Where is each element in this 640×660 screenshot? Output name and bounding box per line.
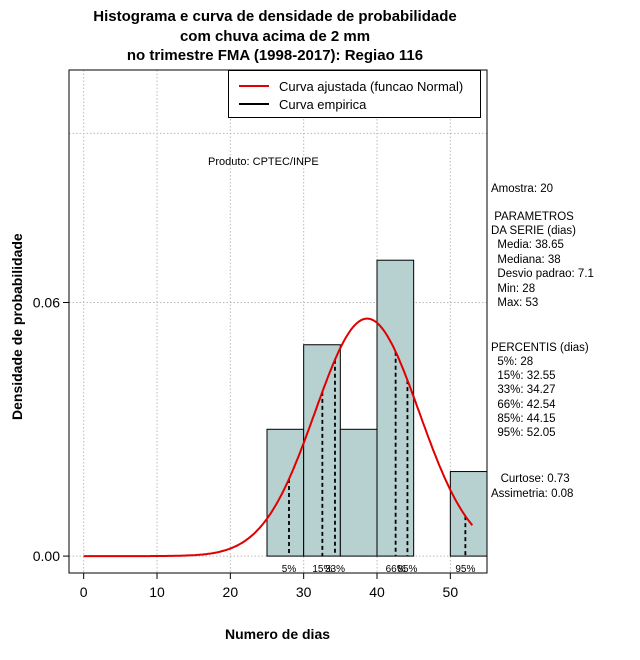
percentile-label-95%: 95% — [455, 564, 475, 575]
x-tick-label-2: 20 — [223, 584, 239, 600]
normal-fit-curve — [83, 317, 474, 558]
stat-mediana: Mediana: 38 — [491, 254, 561, 266]
stat-p15: 15%: 32.55 — [491, 370, 556, 382]
percentile-label-33%: 33% — [325, 564, 345, 575]
stat-p66: 66%: 42.54 — [491, 399, 556, 411]
x-tick-label-0: 0 — [80, 584, 88, 600]
stat-assimetria: Assimetria: 0.08 — [491, 488, 574, 500]
percentile-label-85%: 85% — [397, 564, 417, 575]
stat-curtose: Curtose: 0.73 — [491, 473, 570, 485]
product-credit: Produto: CPTEC/INPE — [208, 156, 319, 168]
percentile-label-66%: 66% — [386, 564, 406, 575]
stat-p33: 33%: 34.27 — [491, 384, 556, 396]
stat-p95: 95%: 52.05 — [491, 427, 556, 439]
stat-max: Max: 53 — [491, 297, 539, 309]
x-tick-label-1: 10 — [149, 584, 165, 600]
legend: Curva ajustada (funcao Normal) Curva emp… — [228, 70, 481, 118]
legend-label-empirical: Curva empirica — [279, 96, 367, 112]
y-tick-label-1: 0.06 — [33, 294, 60, 310]
stat-param-title2: DA SERIE (dias) — [491, 225, 576, 237]
stat-p85: 85%: 44.15 — [491, 413, 556, 425]
stat-p5: 5%: 28 — [491, 356, 534, 368]
histogram-bar-0 — [266, 428, 305, 557]
x-tick-label-5: 50 — [443, 584, 459, 600]
x-axis-label: Numero de dias — [224, 626, 331, 642]
legend-swatch-black — [239, 103, 269, 105]
stat-desvio: Desvio padrao: 7.1 — [491, 268, 594, 280]
x-tick-label-4: 40 — [369, 584, 385, 600]
legend-swatch-red — [239, 85, 269, 87]
chart-title-line1: Histograma e curva de densidade de proba… — [93, 8, 457, 25]
stat-min: Min: 28 — [491, 283, 536, 295]
percentile-label-15%: 15% — [312, 564, 332, 575]
y-tick-label-0: 0.00 — [33, 548, 60, 564]
stat-amostra: Amostra: 20 — [491, 183, 553, 195]
legend-item-fitted: Curva ajustada (funcao Normal) — [239, 77, 463, 95]
legend-item-empirical: Curva empirica — [239, 95, 366, 113]
stat-media: Media: 38.65 — [491, 239, 564, 251]
percentile-label-5%: 5% — [282, 564, 297, 575]
histogram-bar-5 — [449, 471, 488, 557]
chart-title-line3: no trimestre FMA (1998-2017): Regiao 116 — [126, 47, 424, 64]
legend-label-fitted: Curva ajustada (funcao Normal) — [279, 78, 464, 94]
histogram-bar-2 — [339, 428, 378, 557]
x-tick-label-3: 30 — [296, 584, 312, 600]
stat-param-title1: PARAMETROS — [491, 211, 574, 223]
chart-title-line2: com chuva acima de 2 mm — [179, 28, 371, 45]
y-axis-label: Densidade de probabilidade — [9, 233, 25, 420]
stat-percentis-title: PERCENTIS (dias) — [491, 342, 589, 354]
